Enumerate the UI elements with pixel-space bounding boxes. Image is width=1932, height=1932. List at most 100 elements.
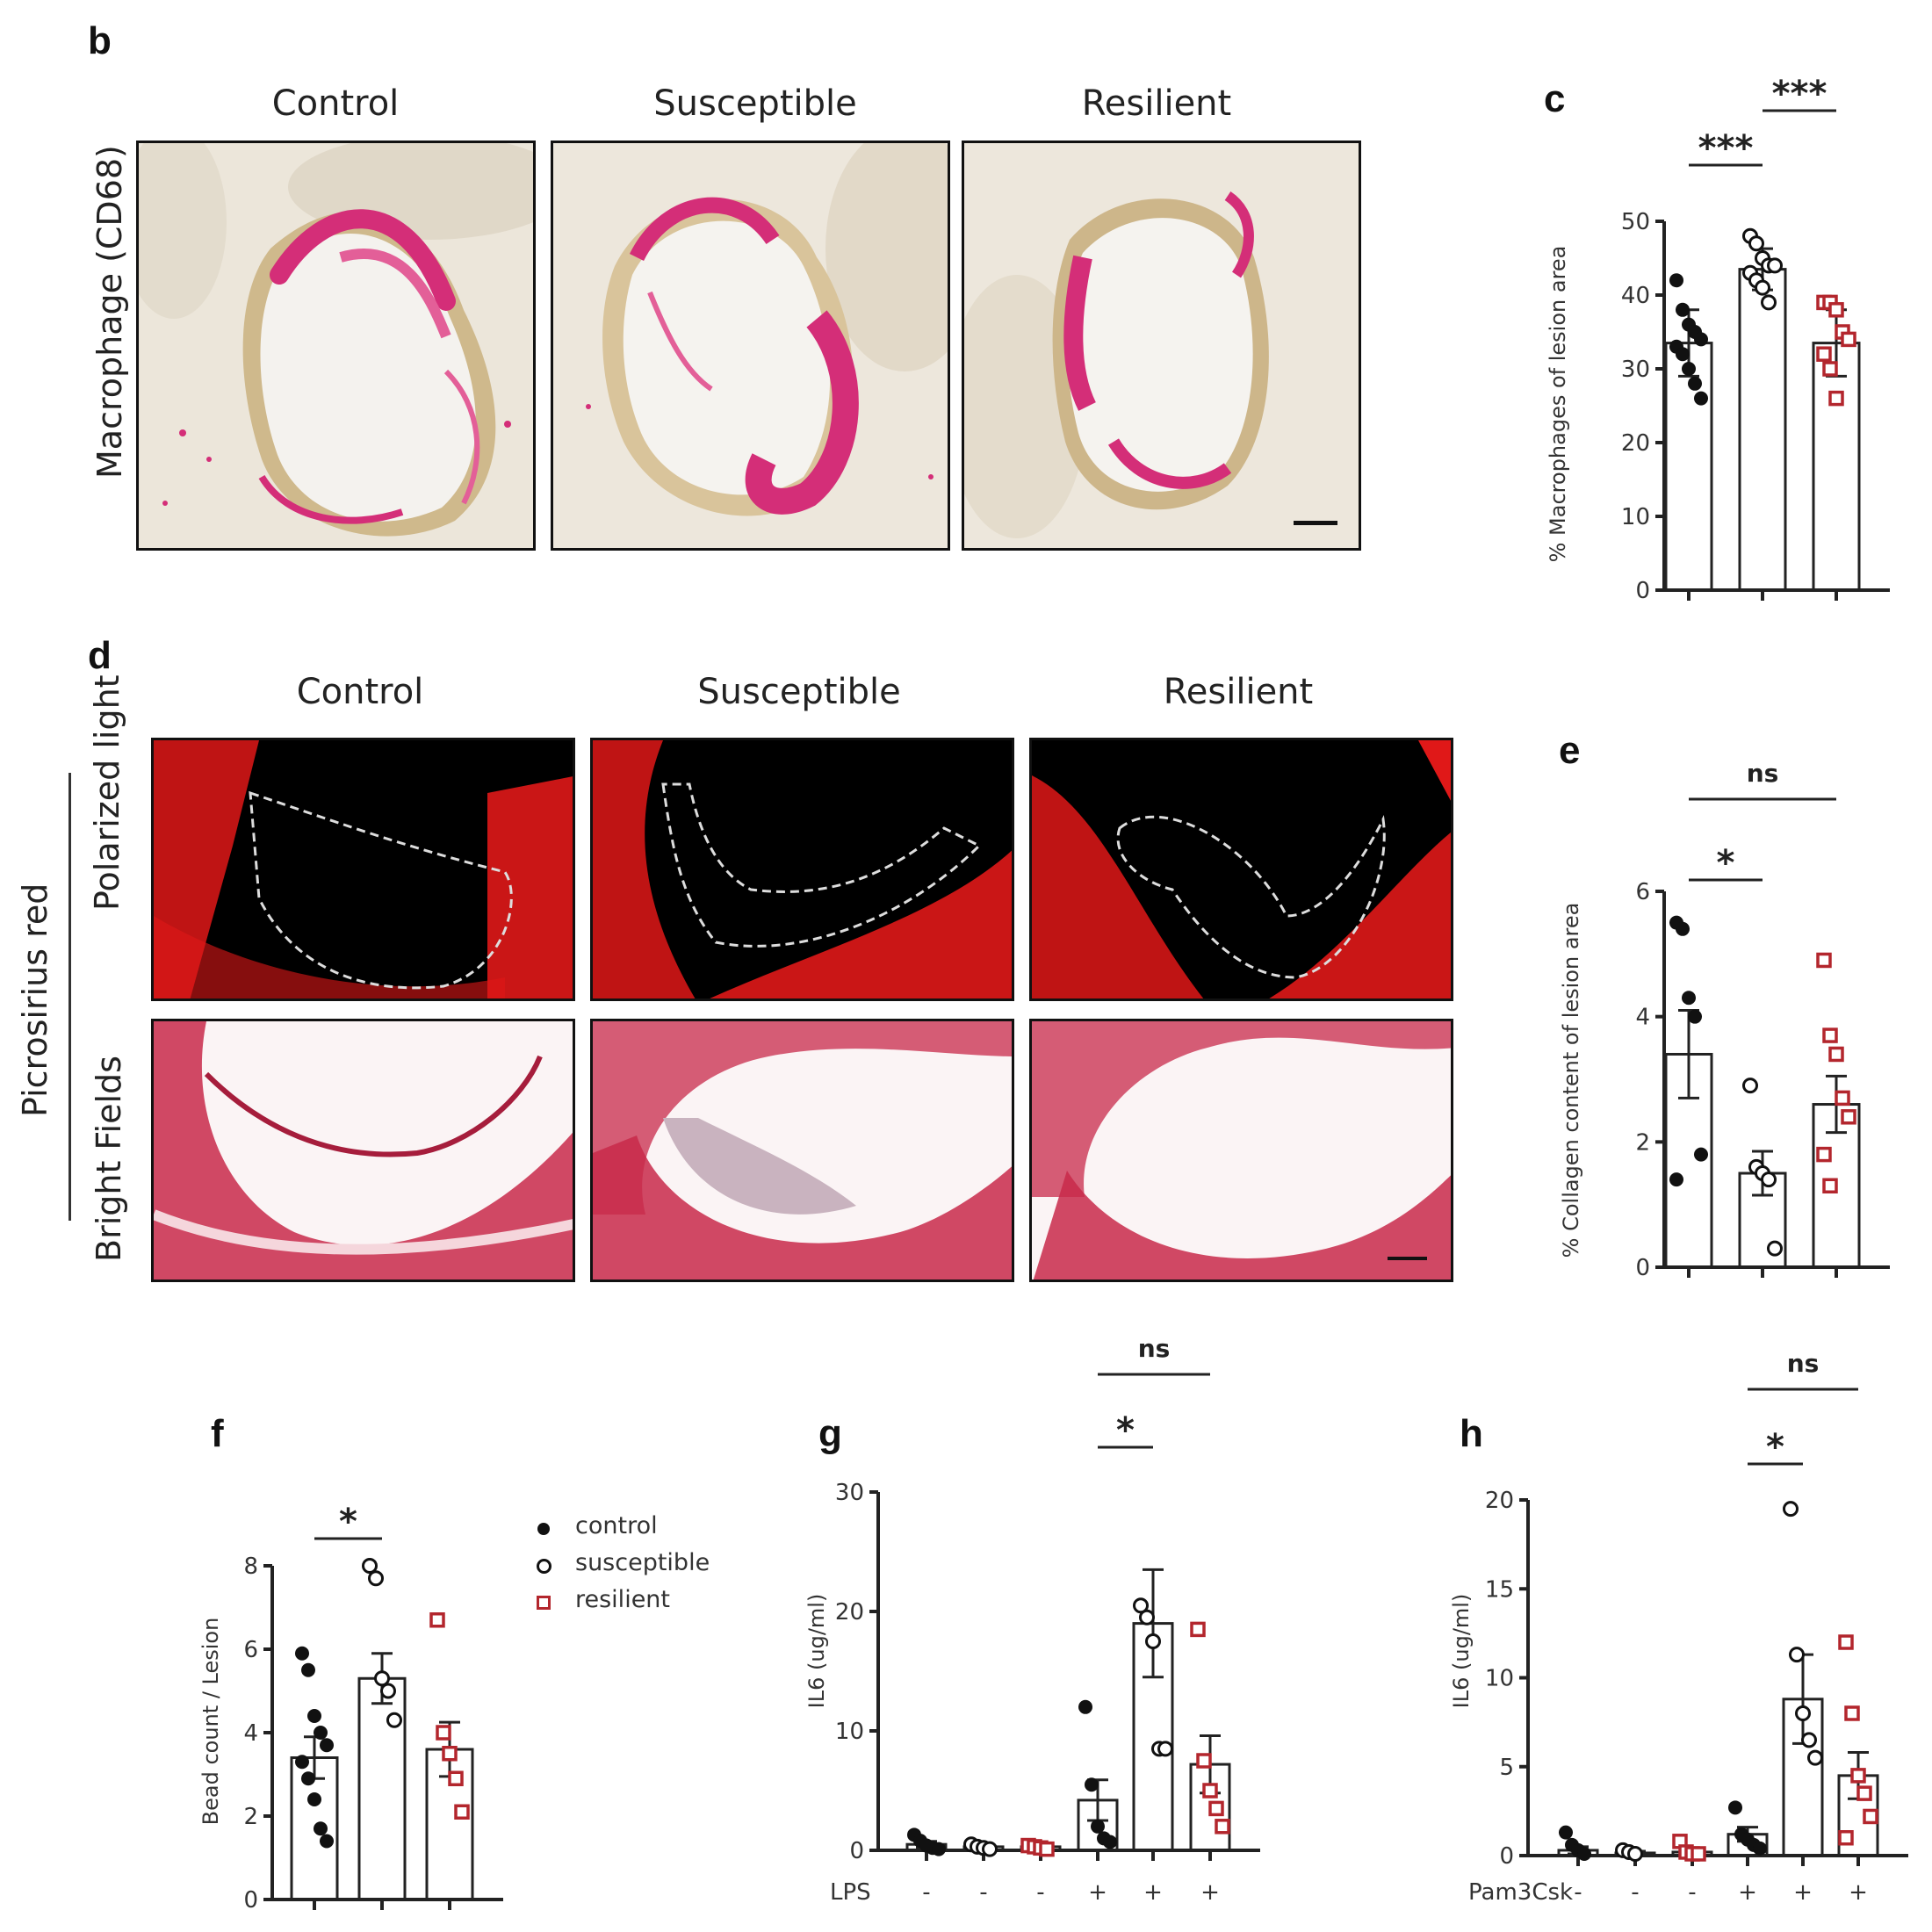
f-point-resilient: [429, 1612, 445, 1628]
panel-label-g: g: [818, 1412, 842, 1455]
bright-stain-resilient: [1032, 1021, 1451, 1280]
g-y-tick-label: 0: [849, 1838, 864, 1864]
micrograph-b-susceptible: [551, 141, 950, 551]
f-point-control: [320, 1738, 334, 1753]
c-y-axis-label: % Macrophages of lesion area: [1546, 246, 1570, 563]
f-point-control: [314, 1726, 328, 1740]
h-point-susceptible: [1627, 1845, 1643, 1862]
f-point-control: [314, 1821, 328, 1836]
c-point-susceptible: [1767, 257, 1783, 274]
h-point-control: [1753, 1841, 1767, 1856]
panel-label-c: c: [1544, 77, 1566, 120]
d-header-susceptible: Susceptible: [697, 672, 901, 712]
f-sig-label: *: [339, 1502, 357, 1542]
f-y-axis-label: Bead count / Lesion: [198, 1618, 223, 1826]
micrograph-d-bright-resilient: [1029, 1019, 1453, 1282]
b-header-susceptible: Susceptible: [653, 83, 857, 124]
c-point-resilient: [1816, 346, 1832, 362]
c-y-tick-label: 10: [1621, 504, 1650, 530]
panel-label-b: b: [88, 19, 112, 62]
legend-marker-resilient: [537, 1596, 551, 1610]
micrograph-d-bright-susceptible: [590, 1019, 1014, 1282]
g-point-resilient: [1190, 1621, 1206, 1638]
g-category-label: -: [922, 1879, 930, 1906]
c-point-control: [1694, 332, 1708, 347]
c-point-control: [1682, 362, 1696, 376]
g-category-label: +: [1143, 1879, 1163, 1906]
h-category-label: +: [1849, 1879, 1868, 1906]
c-point-resilient: [1822, 361, 1838, 377]
g-point-resilient: [1208, 1800, 1224, 1817]
e-sig-label: *: [1717, 843, 1735, 883]
c-y-tick-label: 40: [1621, 283, 1650, 309]
g-y-tick-label: 10: [835, 1719, 864, 1745]
c-y-tick-label: 30: [1621, 357, 1650, 383]
panel-label-f: f: [211, 1412, 224, 1455]
f-point-susceptible: [368, 1570, 384, 1587]
c-point-resilient: [1828, 302, 1844, 318]
g-point-susceptible: [982, 1841, 998, 1857]
b-header-control: Control: [271, 83, 400, 124]
e-point-resilient: [1816, 1146, 1832, 1163]
f-y-tick-label: 2: [243, 1804, 258, 1830]
g-category-label: +: [1088, 1879, 1107, 1906]
g-point-susceptible: [1139, 1609, 1155, 1626]
e-sig-label: ns: [1747, 759, 1779, 788]
c-point-control: [1676, 302, 1690, 317]
f-point-resilient: [448, 1770, 464, 1786]
legend-marker-control: [537, 1523, 550, 1535]
e-point-resilient: [1822, 1178, 1838, 1194]
e-point-susceptible: [1742, 1078, 1758, 1094]
f-y-tick-label: 8: [243, 1554, 258, 1580]
cd68-stain-control: [139, 143, 533, 548]
g-y-axis-label: IL6 (ug/ml): [804, 1594, 829, 1709]
e-y-tick-label: 2: [1635, 1129, 1650, 1156]
legend-label-control: control: [575, 1512, 658, 1539]
h-y-tick-label: 0: [1499, 1843, 1514, 1870]
legend-label-susceptible: susceptible: [575, 1549, 710, 1576]
h-y-tick-label: 15: [1485, 1576, 1514, 1603]
micrograph-d-polarized-resilient: [1029, 738, 1453, 1001]
polarized-stain-resilient: [1032, 740, 1451, 998]
e-point-resilient: [1828, 1046, 1844, 1063]
g-point-resilient: [1039, 1841, 1055, 1857]
h-point-resilient: [1838, 1830, 1854, 1846]
f-y-tick-label: 4: [243, 1720, 258, 1747]
panel-label-h: h: [1460, 1412, 1483, 1455]
f-point-resilient: [442, 1746, 458, 1762]
bright-stain-control: [154, 1021, 573, 1280]
h-y-axis-label: IL6 (ug/ml): [1449, 1594, 1474, 1709]
g-point-resilient: [1215, 1819, 1230, 1835]
micrograph-d-polarized-susceptible: [590, 738, 1014, 1001]
h-treatment-label: Pam3Csk: [1468, 1879, 1573, 1906]
h-category-label: +: [1738, 1879, 1757, 1906]
g-y-tick-label: 20: [835, 1599, 864, 1626]
h-y-tick-label: 20: [1485, 1488, 1514, 1514]
micrograph-d-bright-control: [151, 1019, 575, 1282]
f-point-susceptible: [380, 1683, 396, 1699]
bright-stain-susceptible: [593, 1021, 1012, 1280]
e-point-resilient: [1835, 1090, 1850, 1107]
g-category-label: -: [979, 1879, 987, 1906]
h-sig-label: *: [1766, 1427, 1784, 1467]
g-treatment-label: LPS: [830, 1879, 871, 1906]
cd68-stain-susceptible: [553, 143, 948, 548]
e-y-tick-label: 4: [1635, 1005, 1650, 1031]
g-point-susceptible: [1133, 1597, 1149, 1614]
polarized-stain-susceptible: [593, 740, 1012, 998]
g-sig-label: ns: [1138, 1334, 1171, 1363]
micrograph-b-resilient: [962, 141, 1361, 551]
e-point-control: [1682, 991, 1696, 1006]
h-point-control: [1577, 1846, 1591, 1861]
h-point-susceptible: [1807, 1749, 1823, 1766]
c-point-resilient: [1828, 390, 1844, 407]
g-category-label: -: [1036, 1879, 1044, 1906]
f-point-control: [307, 1792, 321, 1806]
polarized-stain-control: [154, 740, 573, 998]
g-point-susceptible: [1157, 1741, 1173, 1757]
